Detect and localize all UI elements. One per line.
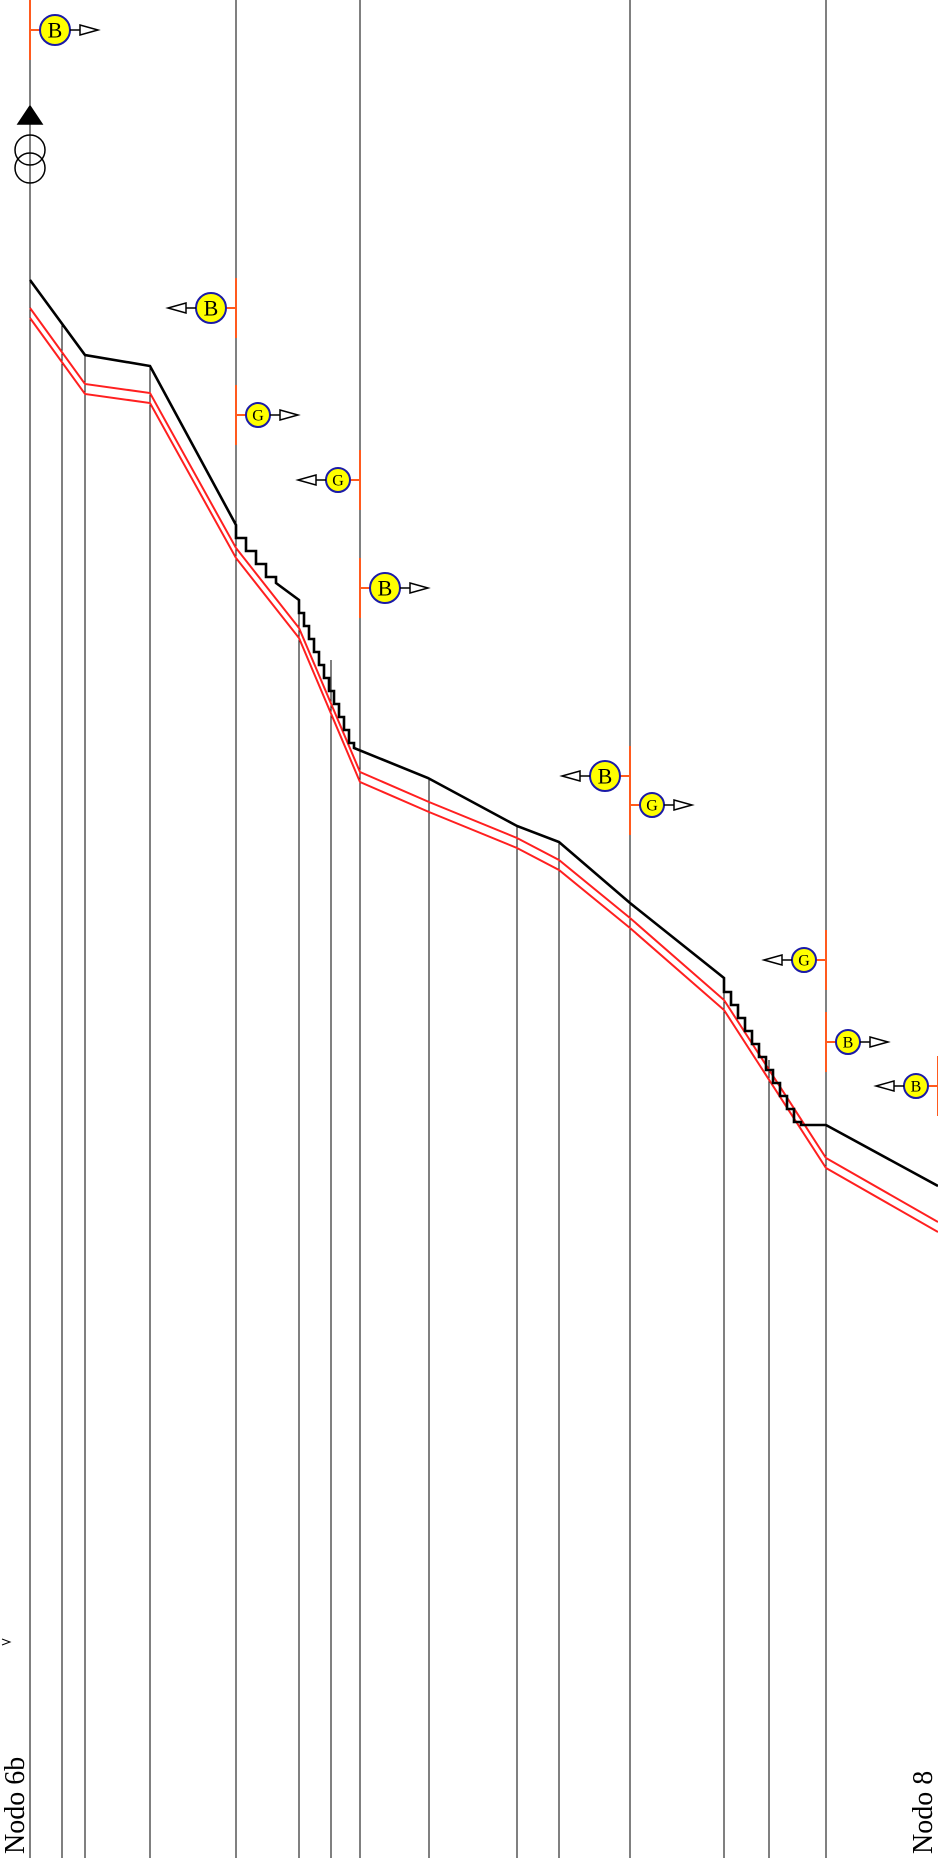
- arrow-left-icon: [761, 954, 783, 966]
- marker-letter: B: [204, 295, 219, 320]
- profile-line: [28, 279, 938, 1188]
- arrow-left-icon: [295, 474, 317, 486]
- envelope-line-upper: [29, 307, 938, 1223]
- b-marker: B: [359, 558, 431, 618]
- arrow-right-icon: [279, 409, 301, 421]
- g-marker: G: [761, 930, 827, 990]
- envelope-line-lower: [29, 317, 938, 1233]
- marker-letter: B: [598, 763, 613, 788]
- arrow-left-icon: [873, 1080, 895, 1092]
- g-marker: G: [295, 450, 361, 510]
- marker-letter: B: [378, 575, 393, 600]
- marker-letter: G: [252, 407, 264, 424]
- marker-letter: G: [332, 472, 344, 489]
- g-marker: G: [629, 775, 695, 835]
- node-end-label: Nodo 8: [908, 1771, 938, 1854]
- envelope-lines: [29, 307, 938, 1233]
- arrow-right-icon: [409, 582, 431, 594]
- marker-letter: B: [911, 1078, 922, 1095]
- node-start-label: Nodo 6b: [0, 1757, 31, 1854]
- g-marker: G: [235, 385, 301, 445]
- b-marker: B: [825, 1012, 891, 1072]
- arrow-left-icon: [165, 302, 187, 314]
- b-marker: B: [559, 746, 631, 806]
- station-lines: [29, 0, 827, 1858]
- arrow-right-icon: [673, 799, 695, 811]
- arrow-right-icon: [869, 1036, 891, 1048]
- marker-letter: B: [48, 17, 63, 42]
- b-marker: B: [873, 1056, 938, 1116]
- small-arrow-icon: [1, 1638, 12, 1646]
- markers: B B G G B B G G B B: [29, 0, 938, 1116]
- marker-letter: B: [843, 1034, 854, 1051]
- marker-letter: G: [798, 952, 810, 969]
- b-marker: B: [165, 278, 237, 338]
- arrow-left-icon: [559, 770, 581, 782]
- b-marker: B: [29, 0, 101, 60]
- arrow-right-icon: [79, 24, 101, 36]
- marker-letter: G: [646, 797, 658, 814]
- transformer-icon: [14, 104, 46, 184]
